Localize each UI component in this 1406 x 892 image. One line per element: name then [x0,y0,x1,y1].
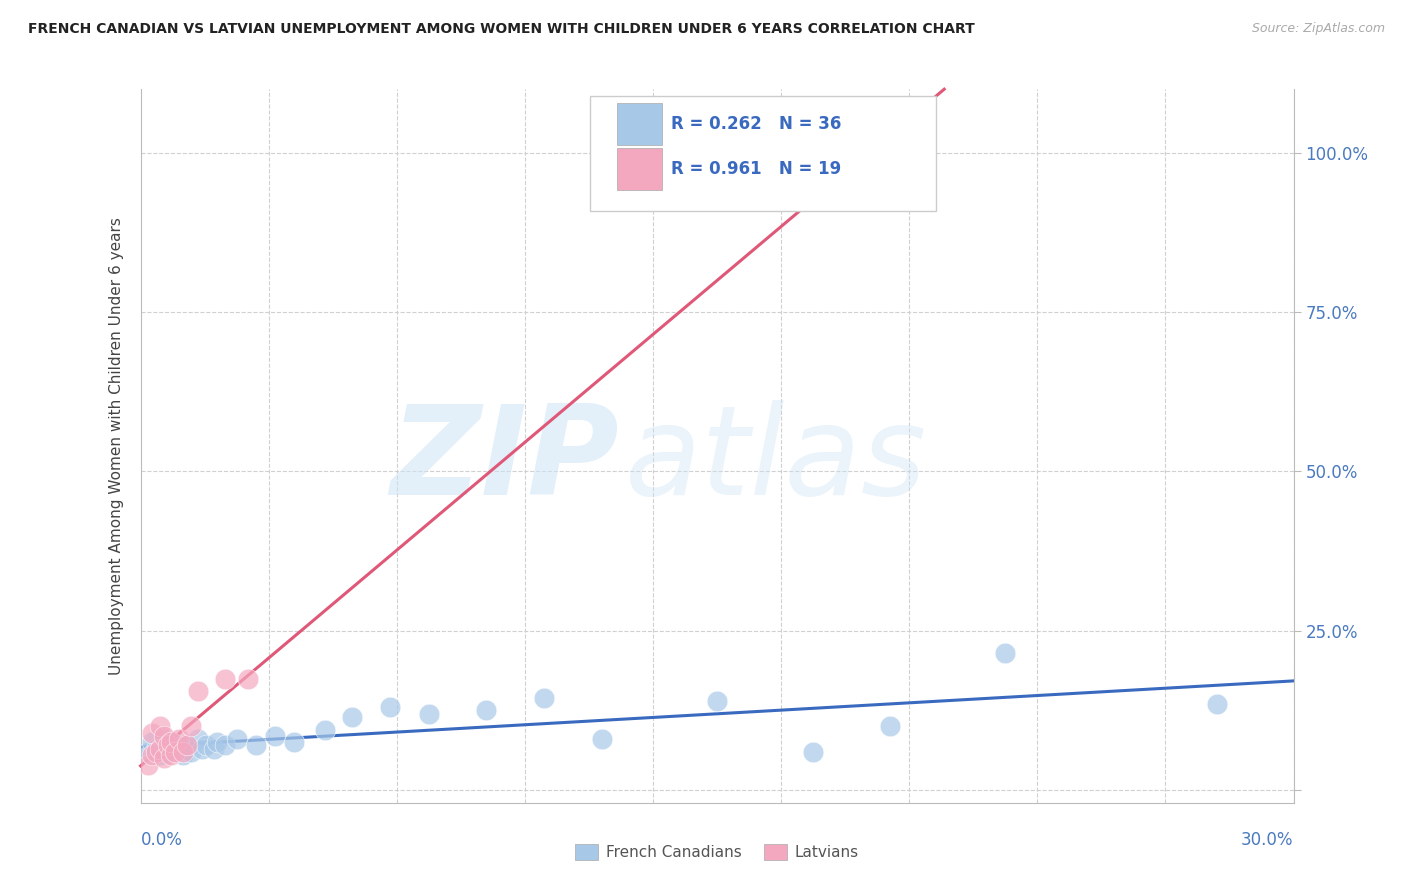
FancyBboxPatch shape [591,96,936,211]
Point [176,737,198,751]
Point [149,719,172,733]
Point [214,739,236,753]
Text: R = 0.961   N = 19: R = 0.961 N = 19 [671,160,841,178]
Point [340,710,363,724]
Point [141,735,163,749]
Point [475,703,498,717]
Point [245,739,267,753]
Point [191,741,214,756]
Point [180,745,202,759]
Point [1205,697,1227,711]
Point [160,735,183,749]
Point [994,646,1017,660]
Point [145,741,167,756]
Point [225,732,247,747]
Point [145,745,167,759]
Point [176,739,198,753]
Text: FRENCH CANADIAN VS LATVIAN UNEMPLOYMENT AMONG WOMEN WITH CHILDREN UNDER 6 YEARS : FRENCH CANADIAN VS LATVIAN UNEMPLOYMENT … [28,22,974,37]
Point [238,672,260,686]
Point [160,735,183,749]
Text: Source: ZipAtlas.com: Source: ZipAtlas.com [1251,22,1385,36]
Point [152,732,174,747]
Point [152,739,174,753]
Text: R = 0.262   N = 36: R = 0.262 N = 36 [671,115,841,133]
Point [879,719,901,733]
Point [160,747,183,762]
Point [136,745,159,759]
Point [172,747,194,762]
Point [149,747,172,762]
Point [418,706,440,721]
FancyBboxPatch shape [617,148,662,190]
Point [165,745,187,759]
Point [149,741,172,756]
Point [801,745,824,759]
Text: 0.0%: 0.0% [141,831,183,849]
Point [187,732,209,747]
Point [264,729,287,743]
Point [591,732,613,747]
Point [141,747,163,762]
Point [156,739,179,753]
Point [187,684,209,698]
Point [314,723,336,737]
Point [380,700,402,714]
Point [202,741,225,756]
Point [156,746,179,760]
Point [156,741,179,756]
Point [194,739,217,753]
Text: 30.0%: 30.0% [1241,831,1294,849]
Point [167,732,190,747]
Point [283,735,305,749]
Point [706,694,728,708]
FancyBboxPatch shape [617,103,662,145]
Point [214,672,236,686]
Point [141,725,163,739]
Point [167,739,190,754]
Y-axis label: Unemployment Among Women with Children Under 6 years: Unemployment Among Women with Children U… [108,217,124,675]
Text: atlas: atlas [624,400,927,521]
Point [533,690,555,705]
Point [180,719,202,733]
Point [152,751,174,765]
Text: ZIP: ZIP [391,400,619,521]
Legend: French Canadians, Latvians: French Canadians, Latvians [569,838,865,866]
Point [152,729,174,743]
Point [165,745,187,759]
Point [172,745,194,759]
Point [136,757,159,772]
Point [207,735,229,749]
